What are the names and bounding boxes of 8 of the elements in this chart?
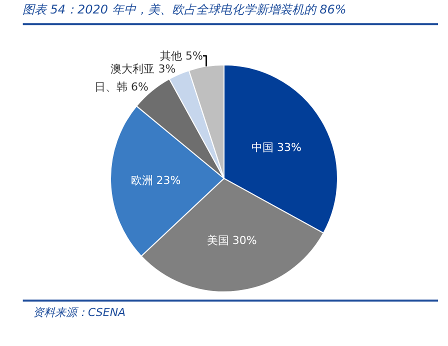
text: 资料来源：CSENA bbox=[33, 306, 126, 319]
slice-label: 欧洲 23% bbox=[130, 174, 181, 188]
slice-label: 中国 33% bbox=[252, 140, 302, 154]
slice-label: 美国 30% bbox=[206, 234, 257, 248]
chart-title: 图表 54：2020 年中，美、欧占全球电化学新增装机的 86% bbox=[22, 2, 346, 17]
slice-label: 其他 5% bbox=[160, 49, 203, 62]
slice-label: 澳大利亚 3% bbox=[110, 62, 176, 76]
slice-label: 日、韩 6% bbox=[94, 80, 148, 94]
